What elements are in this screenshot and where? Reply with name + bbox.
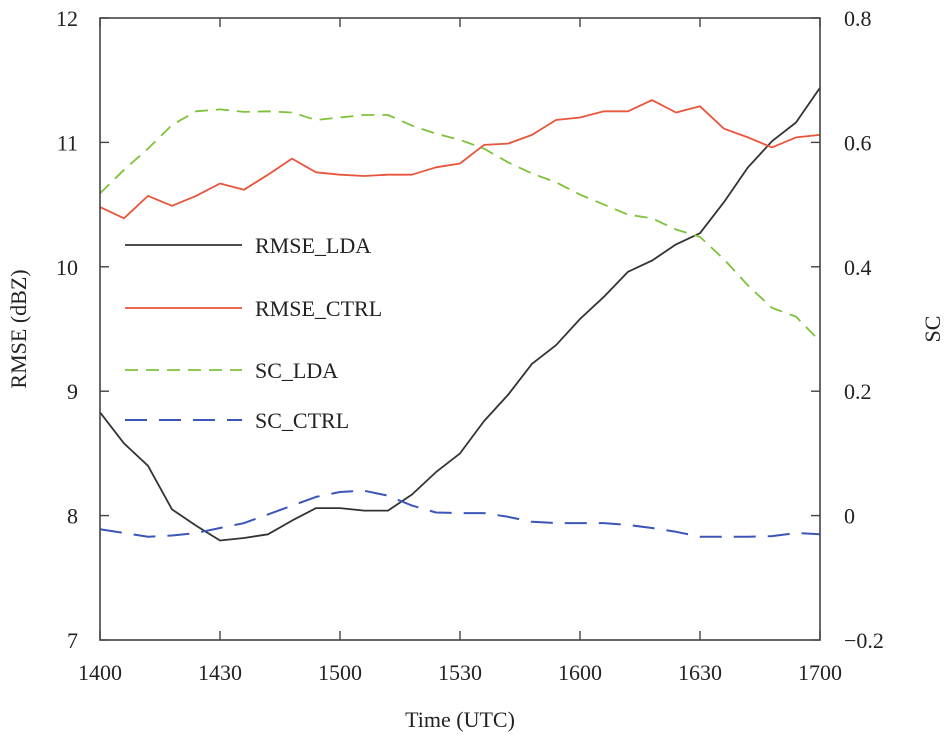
legend-label: RMSE_CTRL (255, 296, 382, 321)
plot-frame (99, 17, 821, 641)
y-left-tick-label: 7 (67, 628, 78, 653)
x-tick-label: 1600 (558, 660, 602, 685)
legend-label: RMSE_LDA (255, 233, 371, 258)
x-tick-label: 1700 (798, 660, 842, 685)
y-left-tick-label: 12 (56, 6, 78, 31)
series-line-rmse-lda (99, 87, 821, 542)
y-right-tick-label: −0.2 (844, 628, 884, 653)
x-tick-label: 1400 (78, 660, 122, 685)
y-left-tick-label: 8 (67, 504, 78, 529)
y-left-tick-label: 9 (67, 379, 78, 404)
y-right-tick-label: 0.4 (844, 255, 872, 280)
x-tick-label: 1530 (438, 660, 482, 685)
legend-label: SC_LDA (255, 358, 338, 383)
series-line-sc-ctrl (99, 489, 821, 538)
y-left-tick-label: 10 (56, 255, 78, 280)
y-right-axis-title: SC (920, 316, 945, 343)
x-axis-title: Time (UTC) (405, 707, 515, 732)
series-line-rmse-ctrl (99, 99, 821, 220)
ticks-layer: 1400 1430 1500 1530 1600 1630 1700 7 8 9 10 11 12 −0.… (56, 6, 884, 685)
series-line-sc-lda (99, 108, 821, 343)
y-left-tick-label: 11 (57, 130, 78, 155)
y-right-tick-label: 0.6 (844, 130, 872, 155)
x-tick-label: 1630 (678, 660, 722, 685)
y-left-axis-title: RMSE (dBZ) (6, 269, 31, 388)
series-layer (99, 87, 821, 542)
y-right-tick-label: 0 (844, 504, 855, 529)
y-right-tick-label: 0.8 (844, 6, 872, 31)
legend-label: SC_CTRL (255, 408, 349, 433)
y-right-tick-label: 0.2 (844, 379, 872, 404)
x-tick-label: 1430 (198, 660, 242, 685)
legend: RMSE_LDA RMSE_CTRL SC_LDA SC_CTRL (125, 233, 382, 433)
x-tick-label: 1500 (318, 660, 362, 685)
